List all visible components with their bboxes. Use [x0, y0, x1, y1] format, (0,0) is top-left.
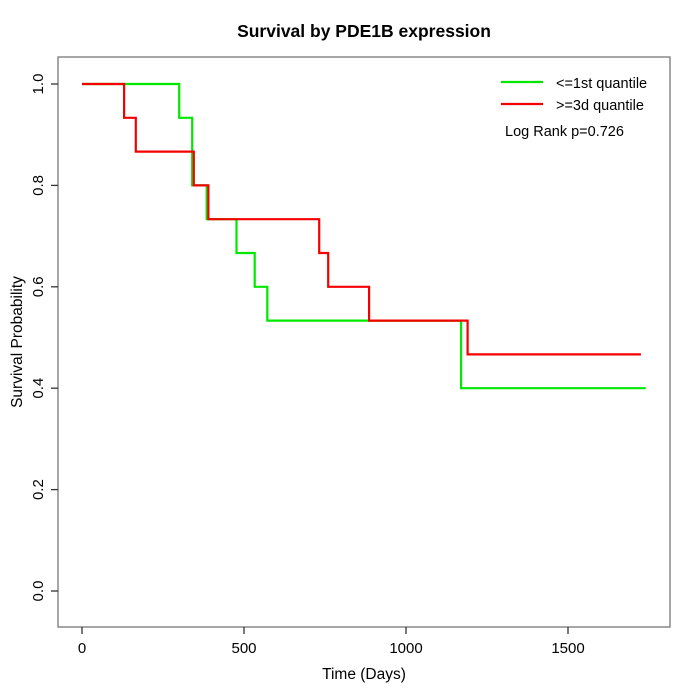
- y-axis-ticks: 0.0 0.2 0.4 0.6 0.8 1.0: [30, 74, 58, 602]
- survival-curve-low-expression: [82, 82, 646, 390]
- y-tick-label: 0.2: [30, 479, 47, 500]
- x-axis-label: Time (Days): [322, 666, 406, 683]
- legend-group: <=1st quantile >=3d quantile Log Rank p=…: [501, 76, 647, 140]
- x-axis-ticks: 0 500 1000 1500: [78, 627, 585, 657]
- x-tick-label: 0: [78, 640, 86, 657]
- y-tick-label: 0.4: [30, 378, 47, 399]
- y-axis-label: Survival Probability: [9, 276, 26, 408]
- log-rank-annotation: Log Rank p=0.726: [505, 124, 624, 140]
- y-tick-label: 0.8: [30, 175, 47, 196]
- x-tick-label: 1500: [551, 640, 584, 657]
- x-tick-label: 1000: [389, 640, 422, 657]
- legend-label-first-quantile: <=1st quantile: [556, 76, 647, 92]
- y-tick-label: 0.0: [30, 581, 47, 602]
- chart-title: Survival by PDE1B expression: [237, 21, 491, 41]
- y-tick-label: 1.0: [30, 74, 47, 95]
- plot-box: [57, 56, 671, 628]
- survival-curve-high-expression: [82, 82, 641, 356]
- y-tick-label: 0.6: [30, 276, 47, 297]
- survival-curves: [82, 82, 646, 390]
- x-tick-label: 500: [231, 640, 256, 657]
- legend-label-third-quantile: >=3d quantile: [556, 98, 644, 114]
